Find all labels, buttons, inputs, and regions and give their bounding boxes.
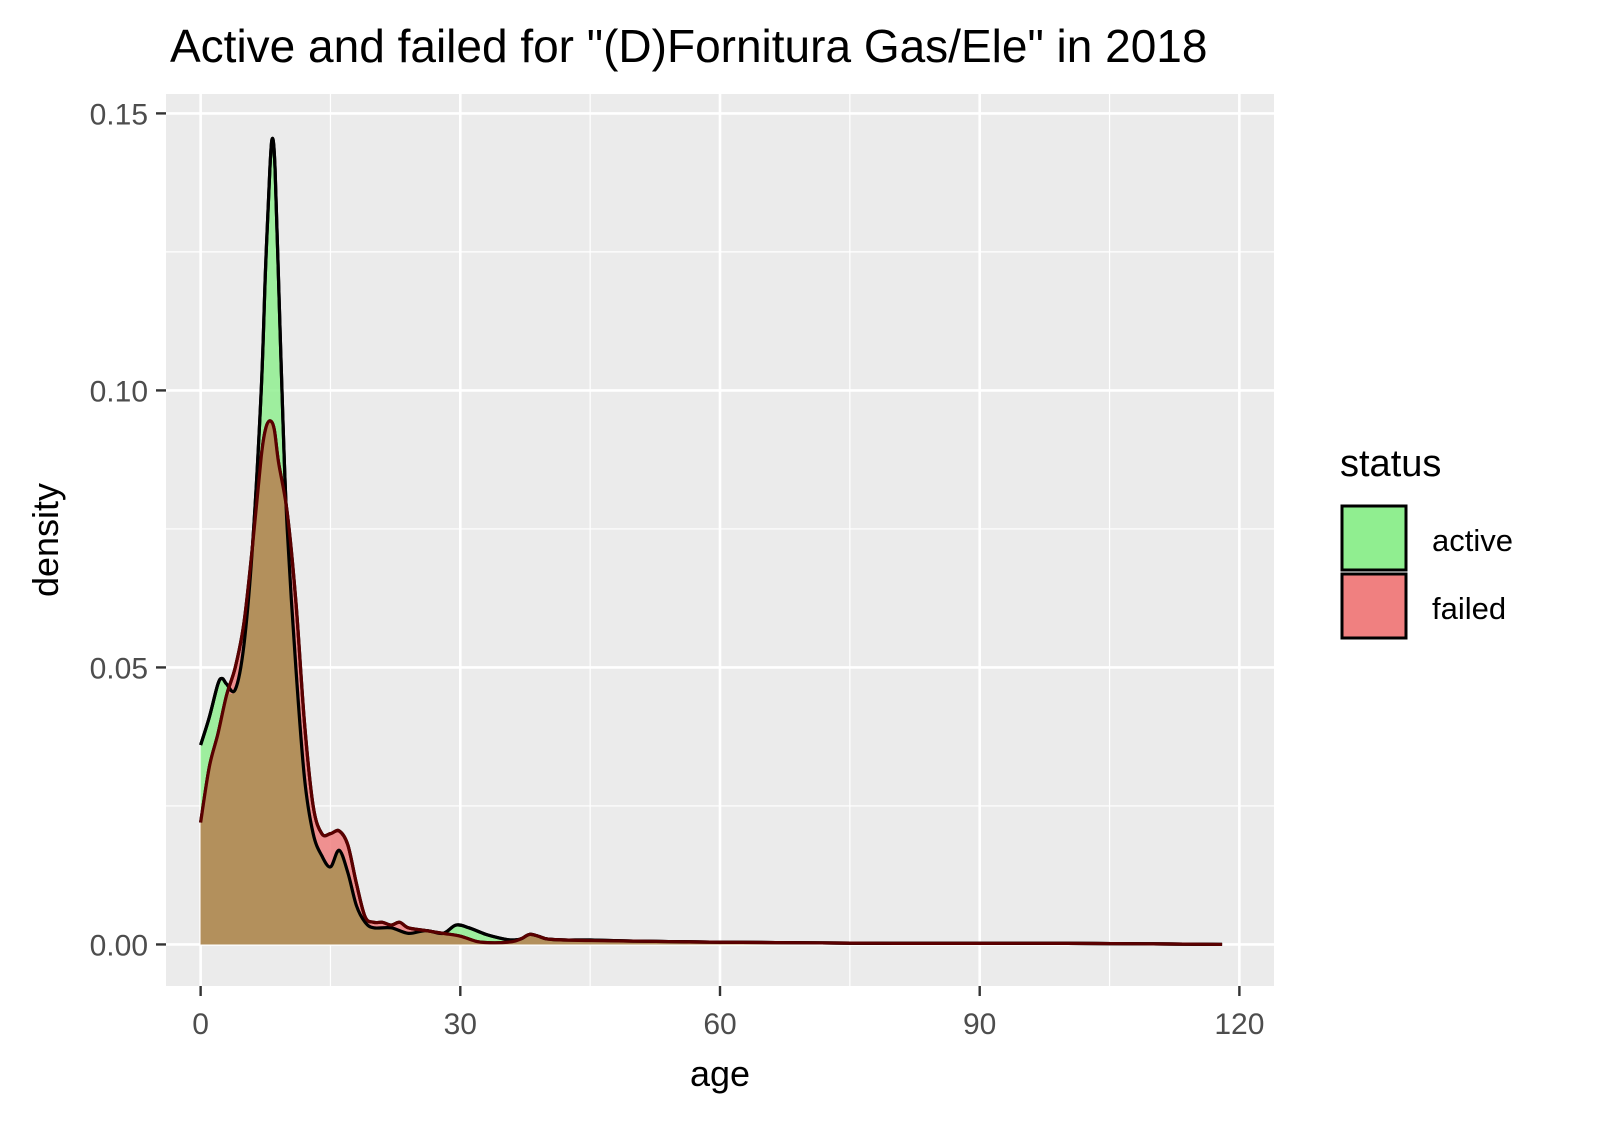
axes: 0 30 60 90 120 0.00 0.05 0.10 0.15 [90,98,1265,1041]
y-tick-label: 0.15 [90,98,148,131]
y-tick-label: 0.05 [90,652,148,685]
legend-title: status [1340,443,1441,485]
x-tick-label: 120 [1214,1008,1264,1041]
legend-key-failed [1340,572,1408,640]
legend: status active failed [1340,443,1513,640]
density-overlap-area [200,420,1223,945]
x-tick-label: 60 [703,1008,736,1041]
legend-label-active: active [1432,523,1513,558]
x-axis-title: age [690,1053,750,1094]
y-axis-title: density [25,483,66,597]
density-series [199,136,1223,947]
y-tick-label: 0.00 [90,929,148,962]
legend-label-failed: failed [1432,591,1506,626]
grid-major [166,94,1274,986]
x-tick-label: 90 [963,1008,996,1041]
x-tick-label: 30 [444,1008,477,1041]
legend-key-active [1340,504,1408,572]
y-tick-label: 0.10 [90,375,148,408]
x-tick-label: 0 [192,1008,209,1041]
density-outline-failed [199,419,1223,947]
chart-title: Active and failed for "(D)Fornitura Gas/… [170,20,1207,72]
